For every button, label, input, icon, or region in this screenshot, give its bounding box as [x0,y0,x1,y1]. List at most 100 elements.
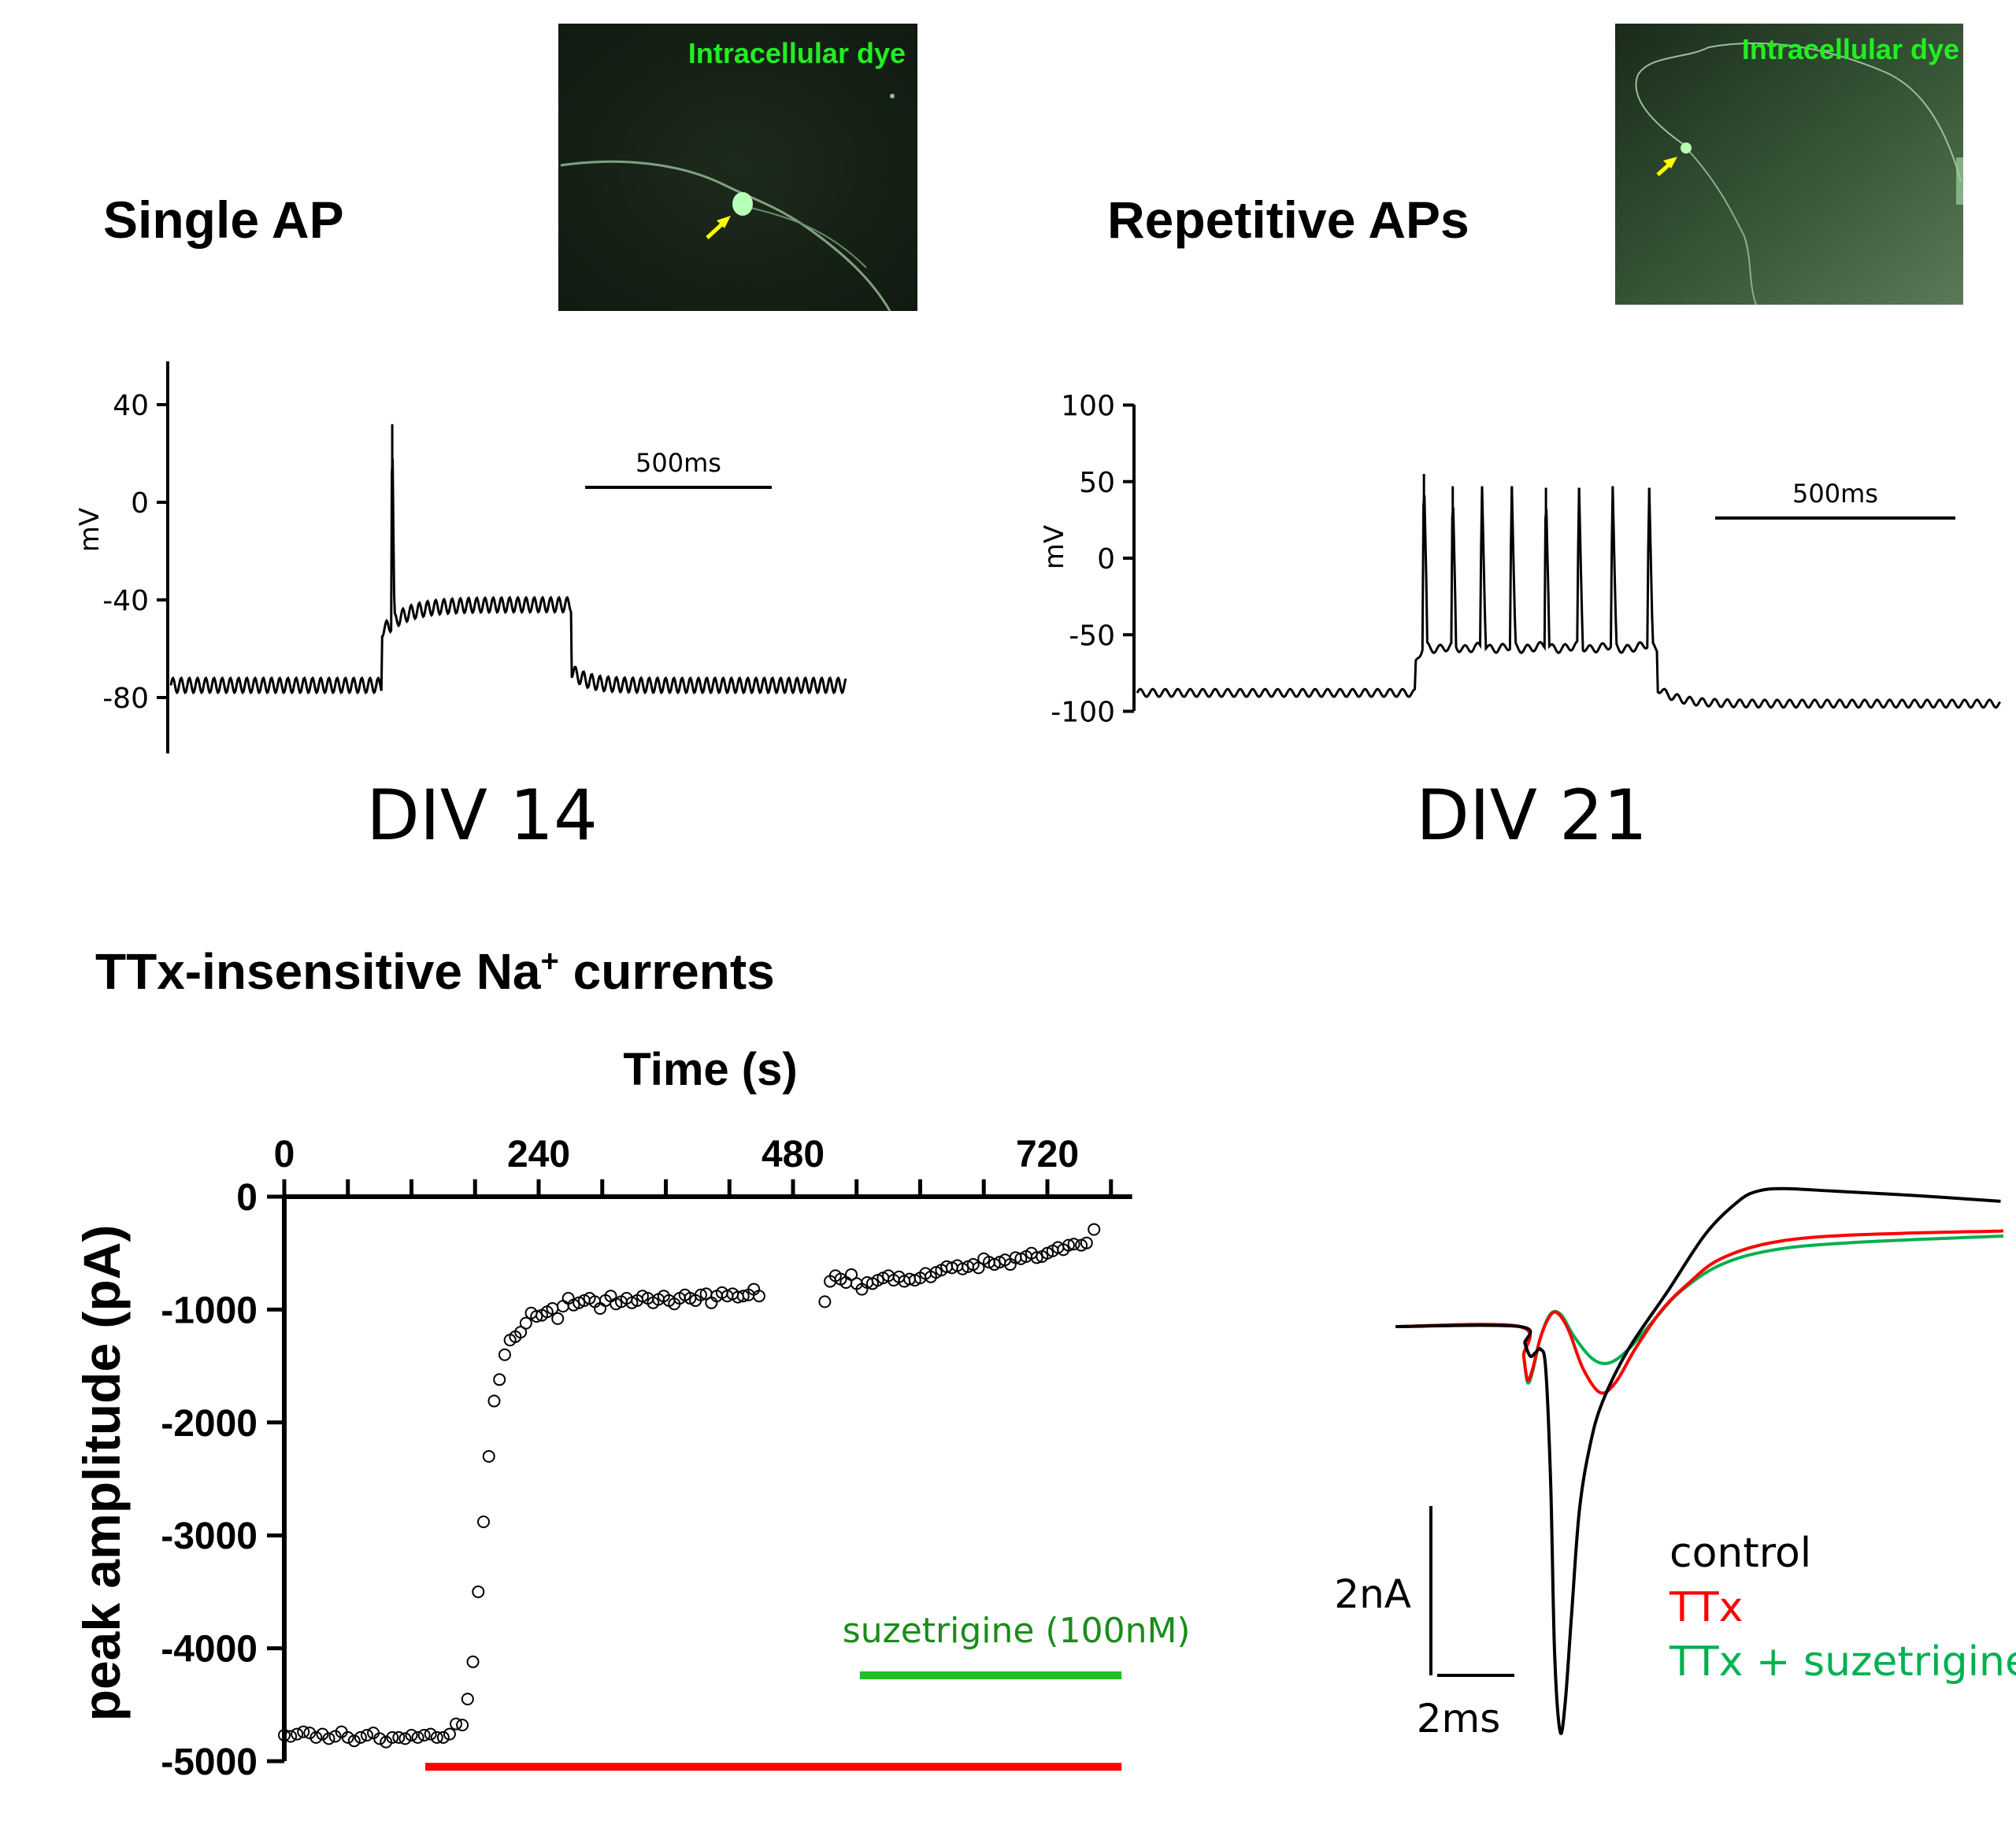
current-scalebar-label: 2nA [1334,1571,1411,1617]
data-point [380,1735,393,1749]
data-point [373,1732,387,1745]
data-point [482,1449,495,1463]
y-axis-label: peak amplitude (pA) [72,1225,131,1722]
x-axis-label: Time (s) [623,1044,797,1095]
data-point [322,1732,335,1745]
x-tick-label: 0 [274,1134,295,1175]
panel-title: TTx-insensitive Na+ currents [95,943,775,1000]
data-point [297,1725,310,1738]
arrow-icon [706,216,731,239]
data-point [392,1730,406,1744]
y-tick-label: 0 [1097,543,1115,576]
x-tick-label: 480 [762,1134,825,1175]
voltage-trace [169,458,847,695]
data-point [278,1729,291,1742]
image-label: Intracellular dye [688,37,906,69]
y-tick-label: -3000 [161,1516,258,1557]
data-point [328,1730,342,1743]
y-tick-label: -1000 [161,1290,258,1331]
y-tick-label: -5000 [161,1741,258,1783]
data-point [1080,1236,1093,1249]
panel-repetitive-aps: Repetitive APs Intracellular dye 100 50 0 -… [1039,24,2001,856]
panel-ttx-currents: TTx-insensitive Na+ currents Time (s) pea… [72,943,1191,1783]
data-point [1030,1251,1043,1264]
x-tick-label: 240 [507,1134,570,1175]
data-point [752,1290,765,1303]
data-point [514,1326,528,1339]
data-point [354,1730,367,1744]
data-point [398,1732,412,1745]
data-point [519,1316,532,1330]
data-point [556,1300,569,1313]
panel-single-ap: Single AP Intracellular dye 40 0 -40 -80 mV 5… [74,24,917,856]
legend-entry: TTx + suzetrigine [1669,1638,2016,1686]
image-label: Intracellular dye [1742,33,1959,65]
y-tick-label: -50 [1069,620,1115,652]
data-point [1067,1238,1080,1251]
x-tick-label: 720 [1016,1134,1079,1175]
div-label: DIV 21 [1416,775,1647,856]
data-point [443,1727,456,1741]
data-point [477,1515,491,1528]
data-point [461,1693,474,1706]
y-tick-label: 0 [131,487,149,520]
micrograph-image: Intracellular dye [1615,24,1963,305]
voltage-trace [1136,486,2001,709]
panel-title: Single AP [103,191,344,249]
data-point [291,1727,304,1741]
legend-entry: TTx [1669,1584,1743,1631]
data-point [493,1373,506,1386]
data-point [424,1727,437,1741]
y-tick-label: -2000 [161,1403,258,1445]
peak-amplitude-scatter-chart: Time (s) peak amplitude (pA) 0 240 480 720 0 -1… [72,1044,1191,1783]
y-axis-label: mV [1039,525,1070,569]
data-point [411,1730,424,1744]
time-scalebar-label: 2ms [1417,1696,1501,1741]
data-point [309,1730,323,1744]
data-point [347,1734,361,1748]
data-point [530,1310,543,1323]
trace-control [1395,1186,2001,1735]
data-point [430,1730,443,1744]
y-tick-label: 40 [113,390,149,422]
data-point [694,1288,707,1301]
data-point [472,1585,485,1598]
data-point [498,1348,511,1361]
y-tick-label: 0 [236,1177,258,1219]
data-point [845,1268,858,1281]
data-point [284,1730,298,1743]
y-tick-label: 50 [1079,467,1115,499]
repetitive-ap-trace-chart: 100 50 0 -50 -100 mV 500ms [1039,390,2001,729]
data-point [818,1295,832,1308]
data-point [360,1729,373,1742]
data-point [466,1655,480,1668]
arrow-icon [1656,157,1677,176]
div-label: DIV 14 [366,775,598,856]
legend-entry: control [1670,1530,1811,1577]
single-ap-trace-chart: 40 0 -40 -80 mV 500ms [74,361,847,753]
current-traces-chart: 2nA 2ms control TTx TTx + suzetrigine [1334,1186,2016,1741]
data-point [417,1729,431,1742]
y-tick-label: -4000 [161,1629,258,1671]
data-point [341,1730,354,1744]
data-point [303,1727,317,1740]
data-point [1062,1238,1075,1252]
y-tick-label: -40 [102,585,149,617]
treatment-label: suzetrigine (100nM) [843,1611,1191,1651]
data-point [1088,1223,1101,1236]
data-point [972,1261,985,1275]
y-tick-label: 100 [1061,390,1115,423]
micrograph-image: Intracellular dye [558,24,917,312]
scalebar-label: 500ms [636,448,721,478]
scalebar-label: 500ms [1792,479,1878,509]
y-tick-label: -100 [1051,697,1115,729]
data-point [450,1717,463,1730]
y-axis-label: mV [74,508,106,552]
data-point [487,1394,501,1408]
data-point [436,1730,450,1744]
data-point [551,1312,565,1325]
y-tick-label: -80 [102,683,149,715]
data-point [316,1727,329,1741]
data-point [405,1729,418,1742]
